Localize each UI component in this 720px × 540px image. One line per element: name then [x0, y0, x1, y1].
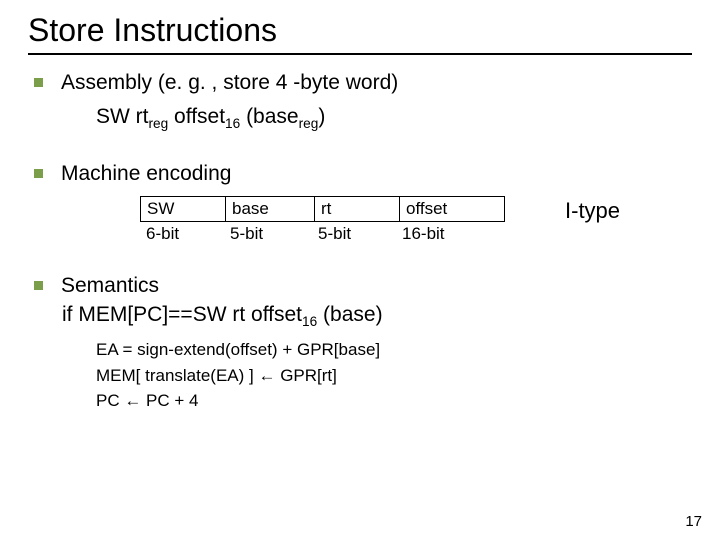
encoding-block: SWbasertoffset 6-bit5-bit5-bit16-bit I-t… — [140, 196, 692, 246]
encoding-field: rt — [315, 197, 400, 222]
slide: Store Instructions Assembly (e. g. , sto… — [0, 0, 720, 540]
semantics-line: PC ← PC + 4 — [96, 388, 692, 414]
encoding-field: SW — [141, 197, 226, 222]
page-number: 17 — [685, 513, 702, 530]
encoding-field: offset — [400, 197, 505, 222]
semantics-label: Semantics — [61, 272, 159, 300]
encoding-table: SWbasertoffset — [140, 196, 505, 222]
title-rule — [28, 53, 692, 55]
semantics-condition: if MEM[PC]==SW rt offset16 (base) — [62, 301, 692, 332]
machine-label: Machine encoding — [61, 160, 231, 188]
assembly-syntax: SW rtreg offset16 (basereg) — [96, 103, 692, 134]
encoding-field: base — [226, 197, 315, 222]
semantics-lines: EA = sign-extend(offset) + GPR[base]MEM[… — [96, 337, 692, 414]
bullet-assembly: Assembly (e. g. , store 4 -byte word) — [28, 69, 692, 97]
encoding-table-wrap: SWbasertoffset 6-bit5-bit5-bit16-bit — [140, 196, 505, 246]
encoding-bits: 5-bit — [312, 222, 396, 246]
encoding-fields-row: SWbasertoffset — [141, 197, 505, 222]
encoding-bits-row: 6-bit5-bit5-bit16-bit — [140, 222, 500, 246]
square-bullet-icon — [34, 281, 43, 290]
bullet-semantics: Semantics — [28, 272, 692, 300]
encoding-bits: 5-bit — [224, 222, 312, 246]
instruction-type: I-type — [565, 198, 620, 224]
assembly-label: Assembly (e. g. , store 4 -byte word) — [61, 69, 398, 97]
bullet-machine-encoding: Machine encoding — [28, 160, 692, 188]
semantics-line: MEM[ translate(EA) ] ← GPR[rt] — [96, 363, 692, 389]
encoding-bits-table: 6-bit5-bit5-bit16-bit — [140, 222, 500, 246]
encoding-bits: 6-bit — [140, 222, 224, 246]
page-title: Store Instructions — [28, 12, 692, 49]
square-bullet-icon — [34, 78, 43, 87]
encoding-bits: 16-bit — [396, 222, 500, 246]
semantics-line: EA = sign-extend(offset) + GPR[base] — [96, 337, 692, 363]
square-bullet-icon — [34, 169, 43, 178]
